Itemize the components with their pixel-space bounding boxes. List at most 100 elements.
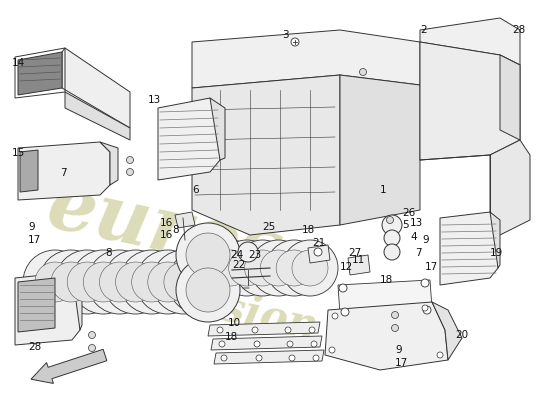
Circle shape: [180, 262, 220, 302]
Circle shape: [87, 250, 151, 314]
Circle shape: [329, 347, 335, 353]
Polygon shape: [308, 245, 330, 263]
Circle shape: [382, 215, 402, 235]
Circle shape: [84, 262, 123, 302]
Circle shape: [332, 313, 338, 319]
Circle shape: [217, 327, 223, 333]
Circle shape: [238, 242, 258, 262]
Circle shape: [51, 262, 91, 302]
Circle shape: [229, 250, 265, 286]
Text: 18: 18: [225, 332, 238, 342]
Circle shape: [168, 250, 232, 314]
Circle shape: [289, 355, 295, 361]
Circle shape: [126, 168, 134, 176]
Circle shape: [254, 341, 260, 347]
Circle shape: [287, 341, 293, 347]
Polygon shape: [175, 212, 195, 228]
Circle shape: [252, 327, 258, 333]
Circle shape: [422, 305, 428, 311]
Text: 4: 4: [410, 232, 417, 242]
Circle shape: [384, 230, 400, 246]
Polygon shape: [192, 75, 340, 235]
Circle shape: [187, 240, 243, 296]
Polygon shape: [348, 255, 370, 275]
Circle shape: [260, 250, 296, 286]
Circle shape: [100, 262, 140, 302]
Circle shape: [103, 250, 168, 314]
Circle shape: [203, 240, 259, 296]
Polygon shape: [65, 92, 130, 140]
Polygon shape: [192, 30, 420, 88]
Circle shape: [250, 240, 306, 296]
Circle shape: [126, 156, 134, 164]
Circle shape: [423, 306, 431, 314]
Text: 18: 18: [380, 275, 393, 285]
Polygon shape: [211, 336, 322, 350]
Text: 24: 24: [230, 250, 243, 260]
Circle shape: [392, 312, 399, 318]
Circle shape: [219, 240, 274, 296]
Text: 8: 8: [105, 248, 112, 258]
Polygon shape: [338, 280, 432, 315]
Circle shape: [245, 250, 280, 286]
Text: 9: 9: [395, 345, 402, 355]
Circle shape: [313, 355, 319, 361]
Text: 7: 7: [60, 168, 67, 178]
Circle shape: [309, 327, 315, 333]
Text: 3: 3: [282, 30, 289, 40]
Text: 26: 26: [402, 208, 415, 218]
Text: 23: 23: [248, 250, 261, 260]
Polygon shape: [490, 140, 530, 235]
Text: 21: 21: [312, 238, 325, 248]
Text: 8: 8: [172, 225, 179, 235]
Text: 25: 25: [262, 222, 275, 232]
Circle shape: [421, 279, 429, 287]
Circle shape: [35, 262, 75, 302]
Circle shape: [266, 240, 322, 296]
Polygon shape: [62, 48, 130, 128]
Text: 16: 16: [160, 218, 173, 228]
Polygon shape: [100, 142, 118, 185]
Polygon shape: [18, 52, 62, 95]
Text: 28: 28: [512, 25, 525, 35]
Polygon shape: [500, 55, 520, 140]
Text: 15: 15: [12, 148, 25, 158]
Polygon shape: [72, 272, 82, 330]
Text: a passion: a passion: [99, 262, 321, 348]
Circle shape: [392, 324, 399, 332]
Circle shape: [256, 355, 262, 361]
Text: 16: 16: [160, 230, 173, 240]
Circle shape: [136, 250, 200, 314]
Circle shape: [360, 68, 366, 76]
Polygon shape: [340, 75, 420, 225]
Text: 13: 13: [148, 95, 161, 105]
Circle shape: [219, 341, 225, 347]
Text: 17: 17: [28, 235, 41, 245]
Polygon shape: [18, 278, 55, 332]
Circle shape: [437, 352, 443, 358]
Circle shape: [311, 341, 317, 347]
Circle shape: [89, 332, 96, 338]
Polygon shape: [420, 42, 520, 160]
Text: 1: 1: [380, 185, 387, 195]
Circle shape: [186, 233, 230, 277]
Circle shape: [176, 223, 240, 287]
Circle shape: [291, 38, 299, 46]
Circle shape: [89, 344, 96, 352]
Circle shape: [152, 250, 216, 314]
Text: 18: 18: [302, 225, 315, 235]
Circle shape: [148, 262, 188, 302]
Text: 22: 22: [232, 260, 245, 270]
Text: 20: 20: [455, 330, 468, 340]
Polygon shape: [18, 142, 110, 200]
Text: 2: 2: [420, 25, 427, 35]
Polygon shape: [158, 98, 220, 180]
Circle shape: [213, 250, 249, 286]
Circle shape: [221, 355, 227, 361]
Circle shape: [339, 284, 347, 292]
FancyArrow shape: [31, 349, 107, 384]
Circle shape: [176, 258, 240, 322]
Text: 9: 9: [422, 235, 428, 245]
Text: 19: 19: [490, 248, 503, 258]
Text: 6: 6: [192, 185, 199, 195]
